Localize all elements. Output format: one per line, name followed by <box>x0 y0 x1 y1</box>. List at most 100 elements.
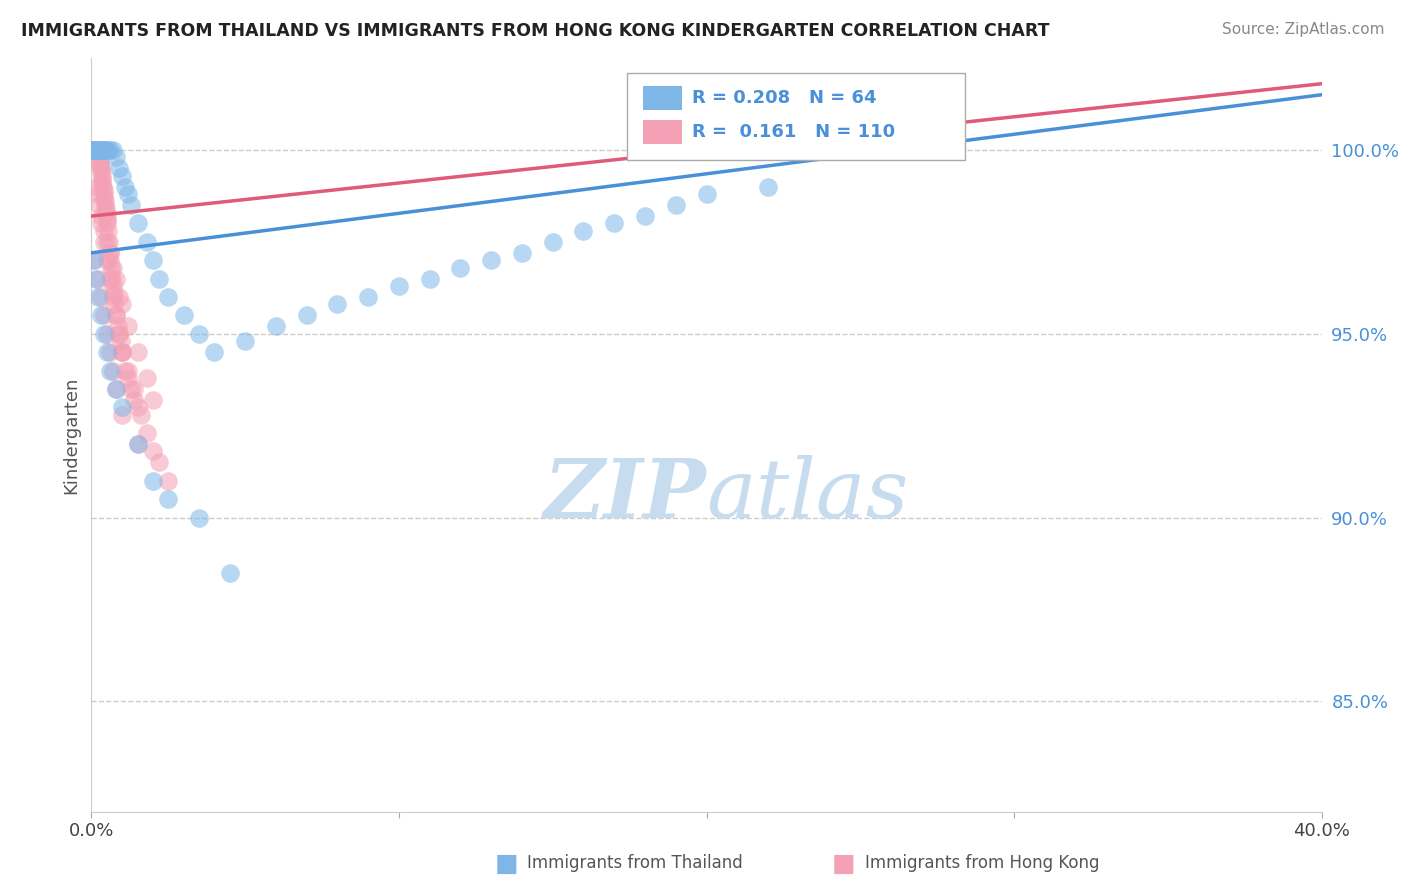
Point <box>111 401 134 415</box>
Point <box>86 290 108 304</box>
Point <box>634 209 657 223</box>
Point <box>91 176 114 190</box>
Point <box>94 198 117 212</box>
Point <box>135 425 157 440</box>
Point <box>87 150 110 164</box>
Point <box>108 161 131 176</box>
Point <box>96 209 118 223</box>
Text: R = 0.208   N = 64: R = 0.208 N = 64 <box>692 89 876 107</box>
Point <box>82 143 104 157</box>
Point <box>105 382 127 396</box>
Point <box>96 212 118 227</box>
Point <box>96 326 118 341</box>
Point <box>111 345 134 359</box>
Point <box>83 253 105 268</box>
Point <box>87 143 110 157</box>
Text: Source: ZipAtlas.com: Source: ZipAtlas.com <box>1222 22 1385 37</box>
Point <box>127 437 149 451</box>
Point <box>111 408 134 422</box>
Point <box>83 143 105 157</box>
Point <box>233 334 256 348</box>
Point <box>90 290 112 304</box>
Point <box>419 271 441 285</box>
Point <box>84 143 107 157</box>
Point <box>89 158 111 172</box>
Point <box>98 345 121 359</box>
Point <box>86 143 108 157</box>
Point <box>98 235 121 249</box>
Point <box>98 363 121 377</box>
Point <box>87 146 110 161</box>
Point <box>135 235 157 249</box>
Point <box>87 143 110 157</box>
Point <box>541 235 564 249</box>
Point <box>101 260 124 275</box>
Point <box>83 253 105 268</box>
Point <box>120 198 142 212</box>
Point <box>96 345 118 359</box>
Point <box>479 253 502 268</box>
Point <box>98 271 121 285</box>
Point <box>93 187 115 202</box>
Point <box>86 187 108 202</box>
Point <box>94 194 117 209</box>
Point <box>111 345 134 359</box>
Point <box>86 143 108 157</box>
Point <box>105 382 127 396</box>
Point <box>86 143 108 157</box>
Point <box>127 401 149 415</box>
Point <box>97 224 120 238</box>
Point <box>96 253 118 268</box>
Point <box>98 245 121 260</box>
Point <box>89 153 111 168</box>
FancyBboxPatch shape <box>627 73 965 160</box>
Text: atlas: atlas <box>706 455 908 535</box>
Point <box>86 143 108 157</box>
Text: ■: ■ <box>832 852 855 875</box>
Point <box>84 143 107 157</box>
Point <box>93 224 115 238</box>
Point <box>91 143 114 157</box>
Point <box>110 334 132 348</box>
Point <box>148 455 170 469</box>
Point <box>87 143 110 157</box>
Point <box>82 143 104 157</box>
Point <box>117 371 139 385</box>
Point <box>93 191 115 205</box>
Point <box>86 143 108 157</box>
Point <box>82 143 104 157</box>
Point <box>91 172 114 186</box>
Point <box>90 169 112 183</box>
Text: Immigrants from Thailand: Immigrants from Thailand <box>527 855 742 872</box>
Text: ZIP: ZIP <box>544 455 706 535</box>
Point <box>572 224 595 238</box>
Point <box>603 216 626 230</box>
Point <box>114 179 136 194</box>
Point <box>96 143 118 157</box>
Point <box>84 143 107 157</box>
Point <box>96 205 117 219</box>
Point <box>90 165 112 179</box>
Point <box>83 143 105 157</box>
Point <box>127 216 149 230</box>
Point <box>357 290 380 304</box>
Point <box>82 143 104 157</box>
Point <box>84 143 107 157</box>
Point <box>101 271 124 285</box>
Point <box>96 143 118 157</box>
Point <box>107 319 129 334</box>
Point <box>84 143 107 157</box>
Y-axis label: Kindergarten: Kindergarten <box>62 376 80 493</box>
Point <box>142 253 165 268</box>
Point <box>86 143 108 157</box>
Point <box>86 271 108 285</box>
Point <box>127 437 149 451</box>
Point <box>83 143 105 157</box>
Point <box>157 492 180 507</box>
Text: IMMIGRANTS FROM THAILAND VS IMMIGRANTS FROM HONG KONG KINDERGARTEN CORRELATION C: IMMIGRANTS FROM THAILAND VS IMMIGRANTS F… <box>21 22 1050 40</box>
Point <box>86 143 108 157</box>
Point <box>695 187 717 202</box>
Point <box>157 290 180 304</box>
Point <box>105 309 127 323</box>
Point <box>80 143 103 157</box>
